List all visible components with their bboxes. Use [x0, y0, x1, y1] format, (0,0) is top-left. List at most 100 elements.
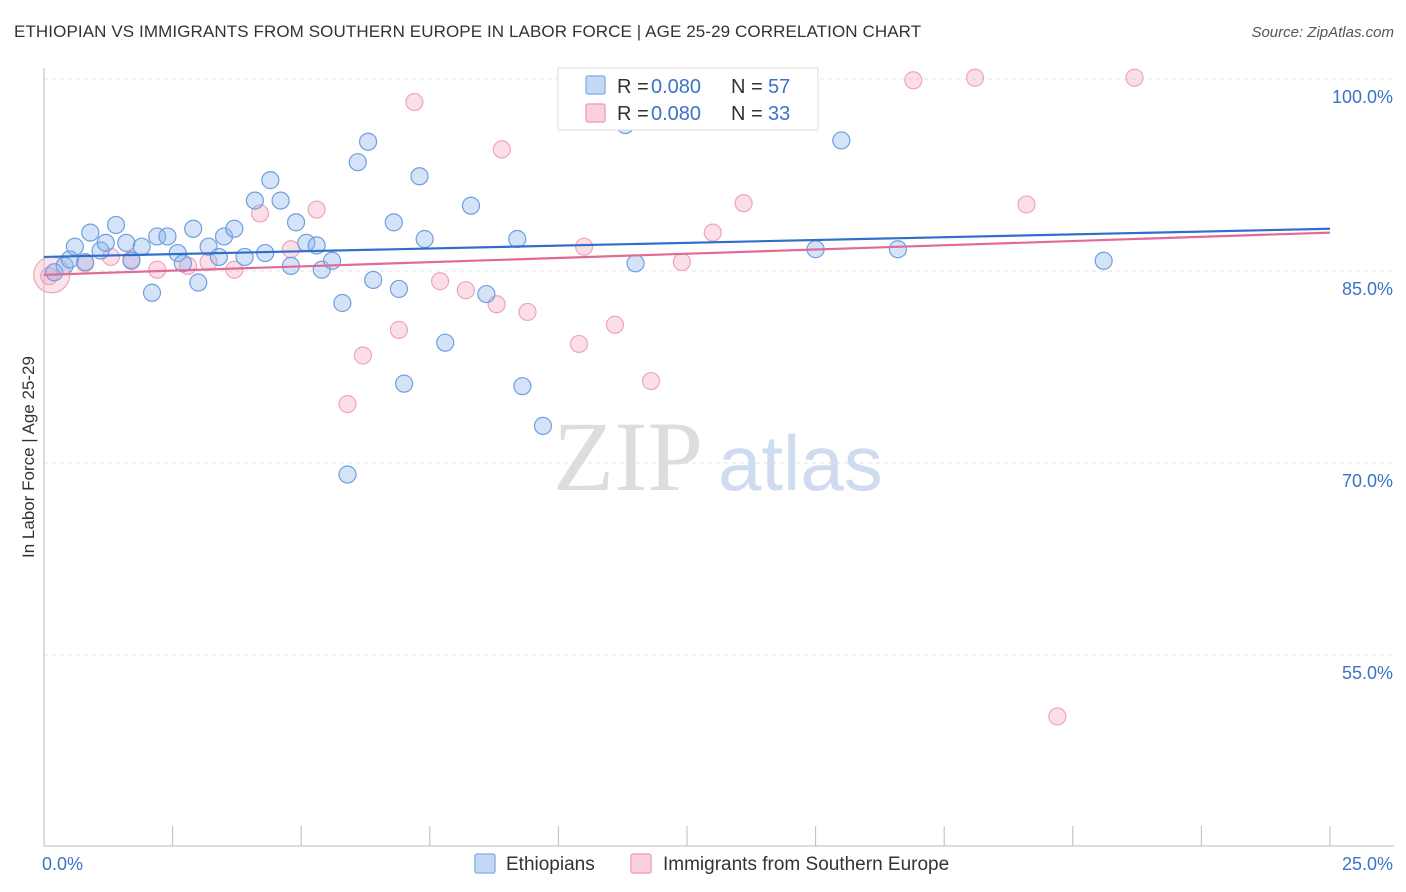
point-immigrants [338, 395, 357, 414]
chart-title: ETHIOPIAN VS IMMIGRANTS FROM SOUTHERN EU… [14, 22, 922, 41]
trend-line-immigrants [43, 231, 1331, 276]
point-ethiopians [235, 247, 254, 267]
point-immigrants [605, 315, 625, 334]
y-tick-labels: 100.0% 85.0% 70.0% 55.0% [1332, 87, 1393, 683]
point-ethiopians [513, 377, 532, 396]
point-ethiopians [132, 237, 151, 256]
point-ethiopians [261, 171, 280, 190]
y-tick-label: 55.0% [1342, 663, 1393, 683]
point-ethiopians [209, 247, 228, 267]
point-ethiopians [415, 229, 434, 249]
point-ethiopians [214, 227, 234, 246]
point-immigrants [492, 140, 511, 159]
point-immigrants [672, 252, 691, 272]
legend-label-immigrants: Immigrants from Southern Europe [663, 854, 949, 875]
point-ethiopians [96, 233, 115, 252]
point-immigrants [1048, 707, 1067, 726]
stats-legend-r-value-1: 0.080 [651, 76, 701, 98]
point-immigrants [1017, 195, 1036, 214]
stats-legend-n-label-2: N = [731, 103, 763, 125]
point-ethiopians [271, 191, 290, 210]
point-ethiopians [245, 191, 265, 210]
stats-legend-n-label-1: N = [731, 76, 763, 98]
point-ethiopians [338, 465, 357, 484]
point-ethiopians [189, 273, 208, 292]
point-ethiopians [888, 240, 908, 259]
x-tick-label-min: 0.0% [42, 854, 83, 874]
point-immigrants [904, 71, 923, 90]
point-ethiopians [358, 132, 378, 151]
point-immigrants [575, 237, 594, 256]
point-ethiopians [148, 227, 167, 246]
point-ethiopians [184, 219, 203, 238]
point-immigrants [281, 240, 301, 259]
point-ethiopians [76, 252, 95, 272]
x-ticks [172, 826, 1331, 846]
point-immigrants [965, 68, 985, 87]
point-immigrants [405, 92, 424, 112]
point-immigrants [456, 281, 475, 300]
stats-legend-n-value-1: 57 [768, 76, 790, 98]
watermark-zip: ZIP [553, 401, 703, 512]
point-immigrants [1125, 68, 1144, 87]
stats-legend-r-label-2: R = [617, 103, 649, 125]
point-ethiopians [1094, 251, 1113, 270]
stats-legend-swatch-pink [585, 103, 606, 123]
point-ethiopians [384, 213, 403, 232]
point-immigrants [353, 346, 373, 365]
stats-legend-swatch-blue [585, 75, 606, 95]
point-ethiopians [142, 283, 162, 302]
point-immigrants [734, 194, 753, 213]
trend-line-ethiopians [43, 227, 1331, 259]
legend-swatch-immigrants [630, 853, 652, 874]
point-immigrants [389, 320, 409, 339]
source-label: Source: ZipAtlas.com [1251, 24, 1394, 41]
point-ethiopians [477, 284, 496, 304]
point-ethiopians [45, 263, 64, 282]
stats-legend-r-value-2: 0.080 [651, 103, 701, 125]
gridlines [44, 78, 1394, 656]
point-ethiopians [333, 293, 352, 313]
point-ethiopians [81, 223, 100, 242]
legend-label-ethiopians: Ethiopians [506, 854, 595, 875]
point-immigrants [641, 371, 661, 391]
point-ethiopians [508, 229, 527, 249]
point-ethiopians [461, 196, 481, 215]
point-ethiopians [626, 254, 645, 273]
point-ethiopians [436, 333, 455, 352]
y-tick-label: 100.0% [1332, 87, 1393, 107]
watermark-atlas: atlas [718, 419, 883, 507]
series-legend: Ethiopians Immigrants from Southern Euro… [474, 853, 949, 875]
point-immigrants [703, 223, 722, 242]
point-immigrants [101, 247, 120, 267]
point-immigrants [307, 200, 326, 219]
series-immigrants-points [33, 68, 1144, 726]
point-immigrants [148, 260, 167, 279]
point-immigrants [518, 302, 537, 322]
point-ethiopians [832, 131, 851, 150]
point-ethiopians [122, 251, 141, 270]
stats-legend-n-value-2: 33 [768, 103, 790, 125]
stats-legend: R = 0.080 N = 57 R = 0.080 N = 33 [557, 67, 819, 131]
point-ethiopians [286, 213, 306, 232]
point-ethiopians [389, 279, 409, 299]
point-ethiopians [117, 233, 136, 252]
y-tick-label: 85.0% [1342, 279, 1393, 299]
point-ethiopians [65, 237, 84, 256]
y-tick-label: 70.0% [1342, 471, 1393, 491]
x-tick-label-max: 25.0% [1342, 854, 1393, 874]
y-axis-title: In Labor Force | Age 25-29 [19, 356, 38, 558]
point-ethiopians [364, 270, 383, 290]
point-ethiopians [225, 219, 244, 238]
trend-lines [43, 227, 1331, 276]
stats-legend-r-label-1: R = [617, 76, 649, 98]
point-ethiopians [394, 374, 414, 393]
legend-swatch-ethiopians [474, 853, 496, 874]
point-immigrants [569, 334, 589, 354]
point-ethiopians [348, 153, 367, 172]
point-ethiopians [158, 227, 177, 246]
point-ethiopians [307, 236, 326, 255]
point-ethiopians [106, 215, 126, 235]
point-immigrants [430, 272, 450, 291]
